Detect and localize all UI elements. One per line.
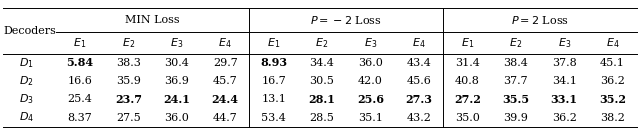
- Text: 35.9: 35.9: [116, 76, 141, 86]
- Text: 39.9: 39.9: [503, 113, 528, 123]
- Text: $D_3$: $D_3$: [19, 92, 34, 106]
- Text: 43.2: 43.2: [406, 113, 431, 123]
- Text: 36.2: 36.2: [552, 113, 577, 123]
- Text: $E_4$: $E_4$: [412, 36, 426, 50]
- Text: 30.4: 30.4: [164, 58, 189, 68]
- Text: 24.1: 24.1: [163, 94, 190, 105]
- Text: $E_2$: $E_2$: [122, 36, 135, 50]
- Text: 45.1: 45.1: [600, 58, 625, 68]
- Text: 38.2: 38.2: [600, 113, 625, 123]
- Text: $D_4$: $D_4$: [19, 111, 35, 124]
- Text: $P = 2$ Loss: $P = 2$ Loss: [511, 14, 569, 26]
- Text: 33.1: 33.1: [550, 94, 578, 105]
- Text: $P = -2$ Loss: $P = -2$ Loss: [310, 14, 382, 26]
- Text: 29.7: 29.7: [212, 58, 237, 68]
- Text: 25.6: 25.6: [357, 94, 384, 105]
- Text: 27.5: 27.5: [116, 113, 141, 123]
- Text: $E_3$: $E_3$: [170, 36, 184, 50]
- Text: $E_3$: $E_3$: [557, 36, 571, 50]
- Text: 35.2: 35.2: [599, 94, 626, 105]
- Text: $D_1$: $D_1$: [19, 56, 34, 70]
- Text: $E_3$: $E_3$: [364, 36, 377, 50]
- Text: 16.6: 16.6: [67, 76, 92, 86]
- Text: 24.4: 24.4: [212, 94, 239, 105]
- Text: 37.8: 37.8: [552, 58, 577, 68]
- Text: 35.1: 35.1: [358, 113, 383, 123]
- Text: 31.4: 31.4: [455, 58, 480, 68]
- Text: $E_2$: $E_2$: [509, 36, 522, 50]
- Text: $E_4$: $E_4$: [218, 36, 232, 50]
- Text: 28.5: 28.5: [310, 113, 335, 123]
- Text: 36.0: 36.0: [358, 58, 383, 68]
- Text: $E_1$: $E_1$: [267, 36, 280, 50]
- Text: 37.7: 37.7: [504, 76, 528, 86]
- Text: 53.4: 53.4: [261, 113, 286, 123]
- Text: Decoders: Decoders: [3, 26, 56, 36]
- Text: 25.4: 25.4: [67, 94, 92, 104]
- Text: 43.4: 43.4: [406, 58, 431, 68]
- Text: 42.0: 42.0: [358, 76, 383, 86]
- Text: 30.5: 30.5: [310, 76, 335, 86]
- Text: 23.7: 23.7: [115, 94, 142, 105]
- Text: 36.2: 36.2: [600, 76, 625, 86]
- Text: 40.8: 40.8: [455, 76, 480, 86]
- Text: 5.84: 5.84: [67, 57, 93, 68]
- Text: 35.0: 35.0: [455, 113, 480, 123]
- Text: 36.9: 36.9: [164, 76, 189, 86]
- Text: 45.6: 45.6: [406, 76, 431, 86]
- Text: 35.5: 35.5: [502, 94, 529, 105]
- Text: MIN Loss: MIN Loss: [125, 15, 180, 25]
- Text: 36.0: 36.0: [164, 113, 189, 123]
- Text: 8.37: 8.37: [67, 113, 92, 123]
- Text: 27.2: 27.2: [454, 94, 481, 105]
- Text: 16.7: 16.7: [261, 76, 286, 86]
- Text: 44.7: 44.7: [212, 113, 237, 123]
- Text: 13.1: 13.1: [261, 94, 286, 104]
- Text: $D_2$: $D_2$: [19, 74, 34, 88]
- Text: 28.1: 28.1: [308, 94, 335, 105]
- Text: $E_4$: $E_4$: [606, 36, 620, 50]
- Text: 38.4: 38.4: [503, 58, 528, 68]
- Text: $E_1$: $E_1$: [73, 36, 86, 50]
- Text: 27.3: 27.3: [405, 94, 433, 105]
- Text: $E_1$: $E_1$: [461, 36, 474, 50]
- Text: 34.4: 34.4: [310, 58, 335, 68]
- Text: 34.1: 34.1: [552, 76, 577, 86]
- Text: $E_2$: $E_2$: [316, 36, 328, 50]
- Text: 45.7: 45.7: [212, 76, 237, 86]
- Text: 38.3: 38.3: [116, 58, 141, 68]
- Text: 8.93: 8.93: [260, 57, 287, 68]
